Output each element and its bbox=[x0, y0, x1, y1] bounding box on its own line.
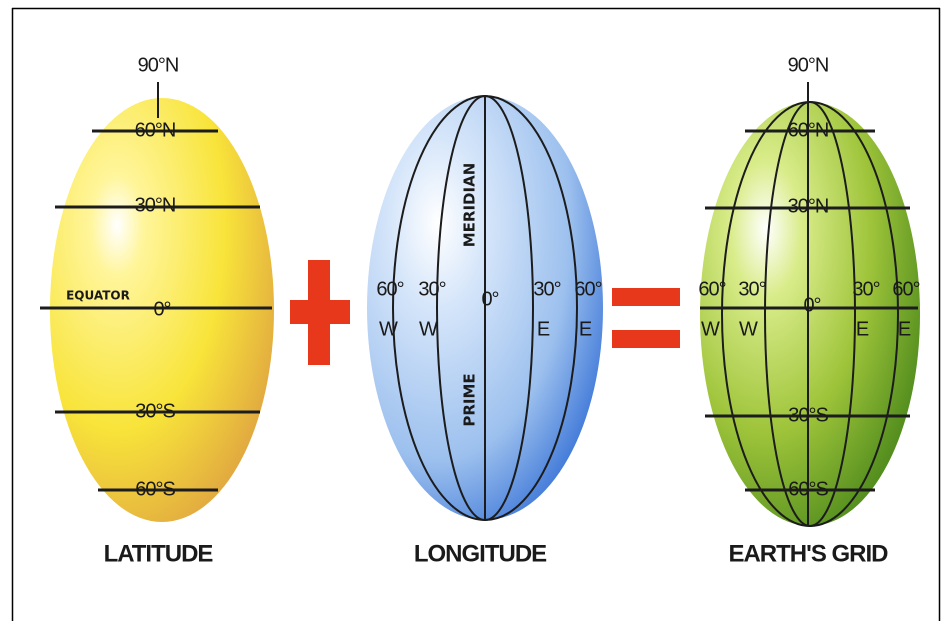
meridian-hemisphere: W bbox=[701, 318, 720, 340]
meridian-hemisphere: E bbox=[579, 318, 592, 340]
meridian-degree: 60° bbox=[376, 278, 403, 300]
meridian-degree: 0° bbox=[803, 294, 820, 316]
caption: EARTH'S GRID bbox=[728, 540, 888, 567]
parallel-label: 30°N bbox=[788, 195, 829, 217]
meridian-degree: 30° bbox=[738, 278, 765, 300]
frame bbox=[11, 7, 941, 621]
equator-name: EQUATOR bbox=[66, 289, 130, 303]
meridian-degree: 30° bbox=[533, 278, 560, 300]
plus-sign bbox=[290, 260, 350, 365]
pole-label: 90°N bbox=[138, 54, 179, 76]
parallel-label: 60°S bbox=[135, 478, 175, 500]
meridian-degree: 0° bbox=[481, 288, 498, 310]
meridian-name: MERIDIAN bbox=[461, 163, 479, 248]
meridian-hemisphere: E bbox=[856, 318, 869, 340]
parallel-label: 60°N bbox=[135, 119, 176, 141]
parallel-label: 60°N bbox=[788, 119, 829, 141]
parallel-label: 30°N bbox=[135, 194, 176, 216]
meridian-degree: 60° bbox=[574, 278, 601, 300]
latitude-globe: 90°N 60°N 30°N EQUATOR 0° 30°S 60°S LATI… bbox=[40, 54, 274, 567]
equals-sign bbox=[612, 288, 680, 348]
meridian-hemisphere: W bbox=[739, 318, 758, 340]
pole-label: 90°N bbox=[788, 54, 829, 76]
meridian-hemisphere: E bbox=[898, 318, 911, 340]
meridian-degree: 30° bbox=[852, 278, 879, 300]
caption: LONGITUDE bbox=[414, 540, 547, 567]
parallel-label: 60°S bbox=[788, 478, 828, 500]
parallel-label: 0° bbox=[153, 298, 170, 320]
parallel-label: 30°S bbox=[135, 400, 175, 422]
meridian-hemisphere: E bbox=[537, 318, 550, 340]
longitude-globe: MERIDIAN PRIME 60° W 30° W 0° 30° E 60° … bbox=[367, 95, 603, 567]
meridian-degree: 30° bbox=[418, 278, 445, 300]
grid-globe: 90°N 60°N 30°N 30°S 60°S 60° W 30° W 0° … bbox=[698, 54, 920, 567]
meridian-degree: 60° bbox=[892, 278, 919, 300]
parallel-label: 30°S bbox=[788, 404, 828, 426]
meridian-hemisphere: W bbox=[379, 318, 398, 340]
meridian-name: PRIME bbox=[461, 373, 479, 426]
meridian-hemisphere: W bbox=[419, 318, 438, 340]
caption: LATITUDE bbox=[104, 540, 214, 567]
meridian-degree: 60° bbox=[698, 278, 725, 300]
